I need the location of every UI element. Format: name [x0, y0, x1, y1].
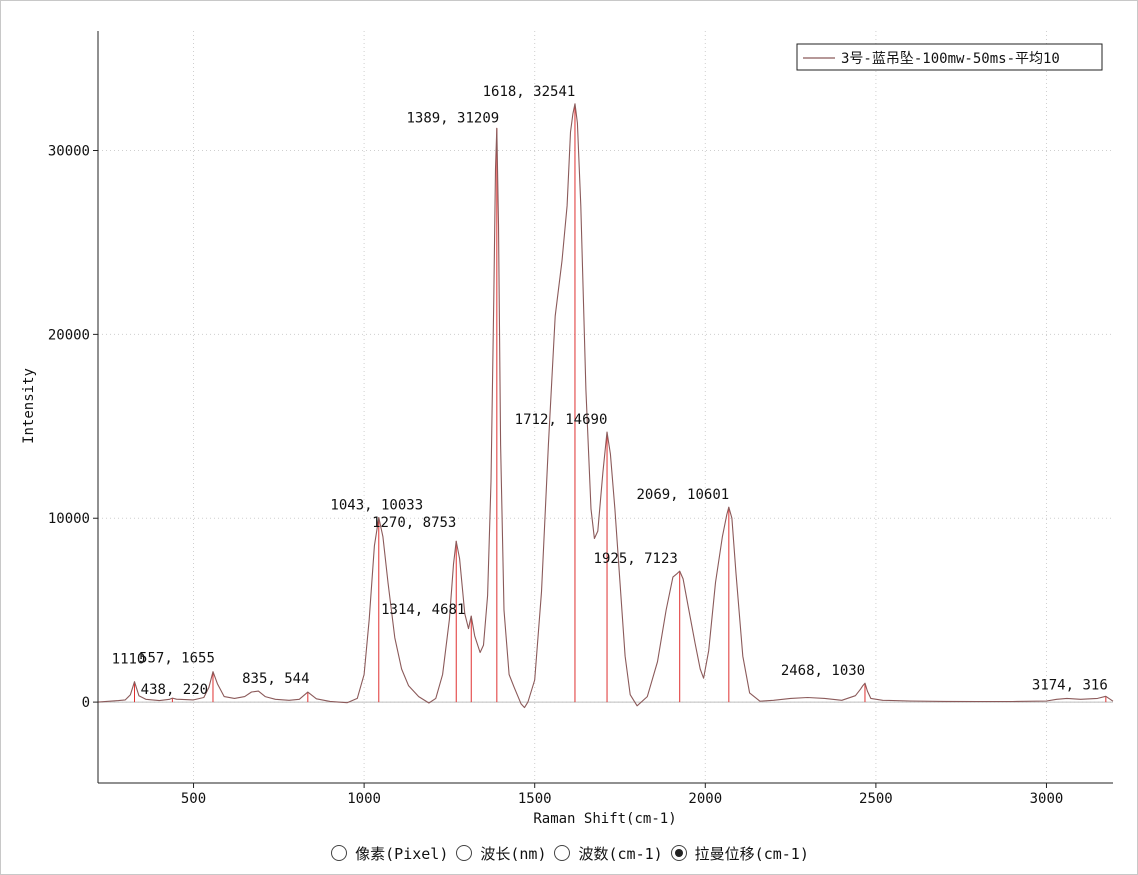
series-layer	[97, 103, 1114, 709]
y-tick-label: 0	[82, 695, 90, 711]
peak-label: 1712, 14690	[515, 412, 608, 428]
peak-labels: 1110 438, 220 557, 1655 835, 544 1043, 10033…	[112, 84, 1108, 698]
peak-label: 557, 1655	[139, 651, 215, 667]
x-axis-ticks: 500 1000 1500 2000 2500 3000	[181, 783, 1063, 807]
legend: 3号-蓝吊坠-100mw-50ms-平均10	[796, 43, 1103, 71]
series-line	[97, 103, 1114, 709]
x-tick-label: 2500	[859, 791, 893, 807]
legend-box	[796, 43, 1103, 71]
x-tick-label: 3000	[1030, 791, 1064, 807]
grid	[98, 31, 1113, 783]
peak-label: 3174, 316	[1032, 677, 1108, 693]
peak-label: 835, 544	[242, 671, 309, 687]
radio-wavenumber[interactable]: 波数(cm-1)	[554, 843, 663, 864]
peak-label: 1618, 32541	[483, 84, 576, 100]
x-unit-selector: 像素(Pixel) 波长(nm) 波数(cm-1) 拉曼位移(cm-1)	[1, 839, 1138, 867]
peak-markers	[134, 103, 1107, 703]
peak-label: 438, 220	[141, 682, 208, 698]
radio-raman-shift[interactable]: 拉曼位移(cm-1)	[670, 843, 809, 864]
y-tick-label: 10000	[48, 511, 90, 527]
radio-pixel[interactable]: 像素(Pixel)	[331, 843, 448, 864]
peak-label: 2069, 10601	[636, 487, 729, 503]
radio-pixel-label: 像素(Pixel)	[355, 844, 449, 863]
radio-pixel-indicator[interactable]	[331, 845, 348, 861]
y-axis-ticks: 0 10000 20000 30000	[48, 144, 98, 711]
peak-label: 1389, 31209	[406, 110, 499, 126]
x-tick-label: 500	[181, 791, 206, 807]
radio-wavelength[interactable]: 波长(nm)	[456, 843, 546, 864]
y-axis-label: Intensity	[21, 368, 37, 444]
y-tick-label: 30000	[48, 144, 90, 160]
peak-label: 1270, 8753	[372, 515, 456, 531]
radio-wavelength-indicator[interactable]	[456, 845, 473, 861]
peak-label: 1314, 4681	[381, 602, 465, 618]
peak-label: 2468, 1030	[781, 663, 865, 679]
x-tick-label: 1000	[347, 791, 381, 807]
y-tick-label: 20000	[48, 327, 90, 343]
peak-label: 1110	[112, 652, 146, 668]
peak-label: 1925, 7123	[594, 551, 678, 567]
radio-wavenumber-label: 波数(cm-1)	[578, 844, 663, 863]
x-tick-label: 1500	[518, 791, 552, 807]
radio-wavenumber-indicator[interactable]	[554, 845, 571, 861]
radio-wavelength-label: 波长(nm)	[480, 844, 547, 863]
radio-raman-shift-indicator[interactable]	[670, 845, 687, 861]
peak-label: 1043, 10033	[330, 498, 423, 514]
radio-raman-shift-label: 拉曼位移(cm-1)	[694, 844, 809, 863]
x-axis-label: Raman Shift(cm-1)	[533, 811, 676, 827]
legend-entry: 3号-蓝吊坠-100mw-50ms-平均10	[841, 51, 1060, 67]
axes	[97, 31, 1113, 784]
x-tick-label: 2000	[688, 791, 722, 807]
